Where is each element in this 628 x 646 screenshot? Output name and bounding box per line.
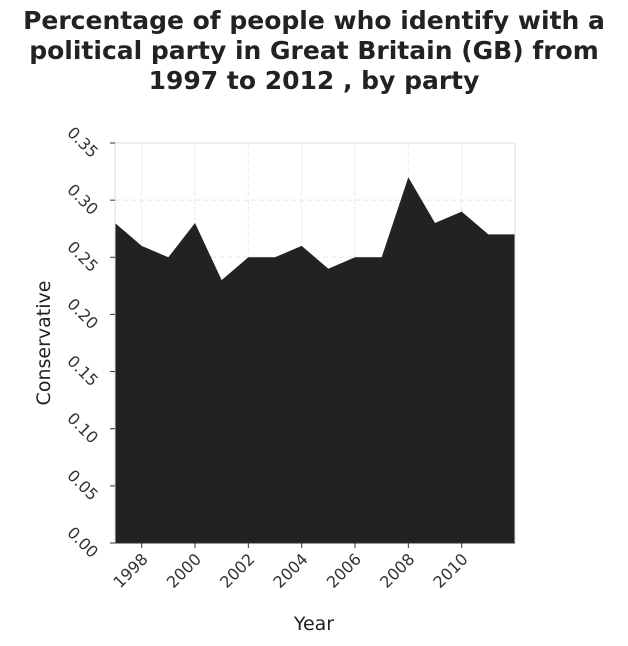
chart-title-line-3: 1997 to 2012 , by party <box>148 66 480 95</box>
y-tick-label: 0.10 <box>63 409 102 448</box>
x-tick: 2006 <box>323 543 365 592</box>
x-axis-ticks: 1998 2000 2002 2004 2006 2008 2010 <box>109 543 472 592</box>
y-tick: 0.10 <box>63 409 115 448</box>
y-tick: 0.00 <box>63 523 115 562</box>
y-tick: 0.05 <box>63 466 115 505</box>
x-tick-label: 2010 <box>429 550 471 592</box>
x-tick-label: 2008 <box>376 550 418 592</box>
y-tick: 0.20 <box>63 294 115 333</box>
y-tick: 0.35 <box>63 123 115 162</box>
y-tick: 0.15 <box>63 352 115 391</box>
y-tick-label: 0.15 <box>63 352 102 391</box>
y-tick: 0.30 <box>63 180 115 219</box>
y-tick-label: 0.35 <box>63 123 102 162</box>
y-tick-label: 0.30 <box>63 180 102 219</box>
x-tick: 1998 <box>109 543 152 592</box>
x-tick: 2008 <box>376 543 418 592</box>
chart-title-line-2: political party in Great Britain (GB) fr… <box>29 36 599 65</box>
y-tick-label: 0.20 <box>63 294 102 333</box>
series-area <box>115 177 515 544</box>
y-axis-title: Conservative <box>33 281 55 406</box>
x-tick: 2004 <box>269 543 312 592</box>
area-fill <box>115 177 515 544</box>
x-tick: 2002 <box>216 543 258 592</box>
x-tick-label: 2006 <box>323 550 365 592</box>
x-tick-label: 2004 <box>269 550 311 592</box>
chart-title: Percentage of people who identify with a… <box>0 6 628 96</box>
chart-title-line-1: Percentage of people who identify with a <box>23 6 605 35</box>
x-axis-title: Year <box>293 613 334 635</box>
axes <box>114 142 516 544</box>
x-tick-label: 2000 <box>163 550 205 592</box>
x-tick: 2010 <box>429 543 472 592</box>
y-axis-ticks: 0.00 0.05 0.10 0.15 0.20 0.25 0.30 0.35 <box>63 123 115 562</box>
x-tick-label: 2002 <box>216 550 258 592</box>
y-tick-label: 0.05 <box>63 466 102 505</box>
y-tick: 0.25 <box>63 237 115 276</box>
y-tick-label: 0.25 <box>63 237 102 276</box>
y-tick-label: 0.00 <box>63 523 102 562</box>
x-tick-label: 1998 <box>109 550 151 592</box>
x-tick: 2000 <box>163 543 205 592</box>
